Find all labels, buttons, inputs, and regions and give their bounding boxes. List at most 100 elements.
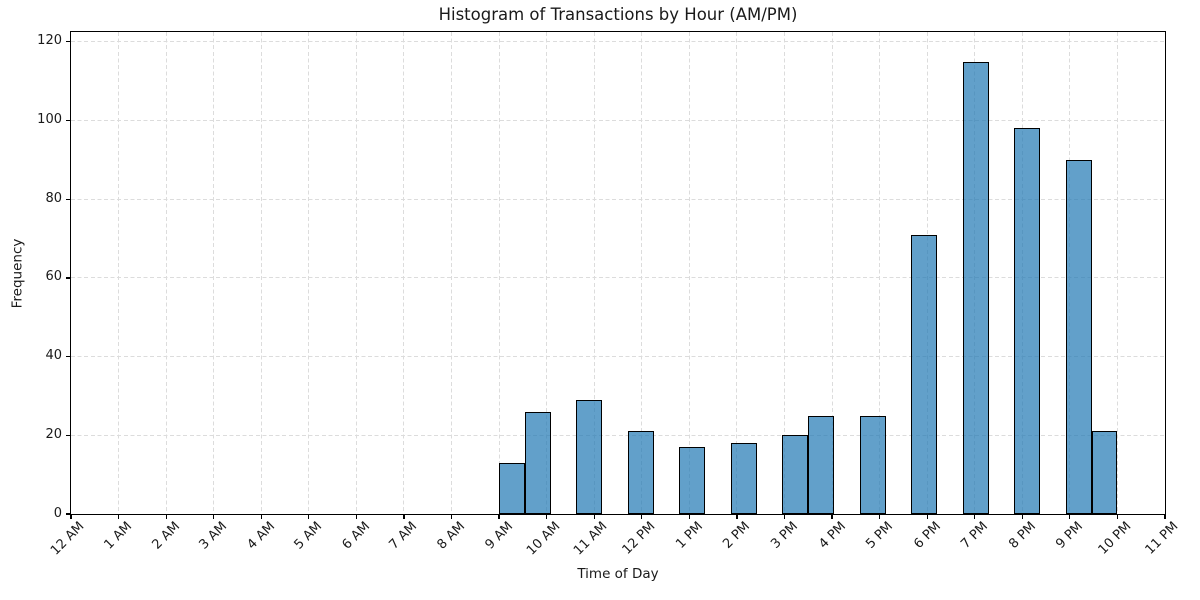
x-tick-label-text: 2 PM <box>720 519 754 552</box>
x-tick-label-text: 5 PM <box>863 519 897 552</box>
x-axis-label: Time of Day <box>577 566 659 582</box>
gridline-horizontal <box>71 120 1165 122</box>
x-tick-mark <box>736 514 738 519</box>
gridline-horizontal <box>71 198 1165 200</box>
x-tick-label-text: 5 AM <box>291 519 326 553</box>
histogram-bar <box>524 411 551 514</box>
x-tick-mark <box>1116 514 1119 519</box>
x-tick-label-text: 12 AM <box>48 519 88 559</box>
x-tick-mark <box>355 514 357 519</box>
gridline-vertical <box>593 32 595 514</box>
x-tick-mark <box>879 514 881 519</box>
histogram-bar <box>808 415 834 514</box>
x-tick-mark <box>70 514 72 519</box>
histogram-bar <box>730 443 757 514</box>
x-tick-label-text: 10 AM <box>523 519 564 559</box>
gridline-vertical <box>355 32 357 514</box>
gridline-vertical <box>641 32 643 514</box>
x-tick-label-text: 9 PM <box>1053 519 1087 552</box>
gridline-horizontal <box>71 356 1165 358</box>
histogram-bar <box>1065 159 1092 514</box>
x-tick-label-text: 8 AM <box>434 519 469 553</box>
y-tick-label: 0 <box>53 505 62 521</box>
gridline-vertical <box>260 32 262 514</box>
x-tick-mark <box>974 514 976 519</box>
gridline-vertical <box>165 32 167 514</box>
y-tick-label: 20 <box>45 426 62 442</box>
x-tick-mark <box>1164 514 1166 519</box>
gridline-vertical <box>1116 32 1118 514</box>
x-tick-label-text: 11 PM <box>1142 519 1182 558</box>
gridline-vertical <box>736 32 738 514</box>
histogram-bar <box>782 435 809 514</box>
y-tick-mark <box>66 41 70 43</box>
histogram-bar <box>499 462 525 514</box>
y-tick-label: 100 <box>37 112 62 128</box>
x-tick-mark <box>593 514 595 519</box>
x-tick-label-text: 7 PM <box>958 519 992 552</box>
y-tick-label: 60 <box>45 269 62 285</box>
x-tick-label-text: 7 AM <box>386 519 421 553</box>
x-tick-label-text: 6 AM <box>339 519 373 553</box>
histogram-bar <box>1091 431 1118 514</box>
x-tick-label-text: 6 PM <box>910 519 944 552</box>
x-tick-label-text: 10 PM <box>1095 519 1135 558</box>
y-tick-mark <box>66 277 70 279</box>
y-tick-mark <box>66 119 70 122</box>
x-tick-label-text: 3 PM <box>768 519 802 552</box>
y-tick-mark <box>66 434 70 436</box>
gridline-vertical <box>783 32 785 514</box>
x-tick-label-text: 4 AM <box>244 519 278 553</box>
gridline-vertical <box>498 32 500 514</box>
gridline-vertical <box>213 32 215 514</box>
x-tick-mark <box>498 514 500 519</box>
x-tick-mark <box>165 514 167 519</box>
x-tick-label-text: 12 PM <box>619 519 659 558</box>
gridline-vertical <box>308 32 310 514</box>
x-tick-mark <box>926 514 928 519</box>
x-tick-mark <box>260 514 262 519</box>
x-tick-mark <box>308 514 310 519</box>
histogram-bar <box>962 61 989 514</box>
x-tick-mark <box>117 514 120 519</box>
x-tick-label-text: 11 AM <box>571 519 611 559</box>
y-tick-mark <box>66 356 70 358</box>
x-tick-label-text: 1 AM <box>101 519 136 553</box>
gridline-vertical <box>546 32 548 514</box>
gridline-horizontal <box>71 41 1165 43</box>
y-tick-label: 40 <box>45 348 62 364</box>
x-tick-mark <box>213 514 215 519</box>
gridline-vertical <box>451 32 453 514</box>
chart-title: Histogram of Transactions by Hour (AM/PM… <box>438 5 798 24</box>
gridline-vertical <box>403 32 405 514</box>
gridline-vertical <box>879 32 881 514</box>
x-tick-mark <box>403 514 405 519</box>
gridline-vertical <box>688 32 690 514</box>
histogram-bar <box>627 431 654 514</box>
x-tick-label-text: 9 AM <box>482 519 516 553</box>
x-tick-mark <box>641 514 643 519</box>
x-tick-label-text: 4 PM <box>815 519 849 552</box>
x-tick-mark <box>450 514 453 519</box>
histogram-bar <box>1014 128 1041 514</box>
axes-spines <box>70 31 1166 515</box>
gridline-horizontal <box>71 434 1165 436</box>
histogram-bar <box>576 399 603 514</box>
gridline-vertical <box>831 32 833 514</box>
histogram-bar <box>679 447 706 514</box>
histogram-bar <box>859 415 886 514</box>
gridline-horizontal <box>71 277 1165 279</box>
y-tick-mark <box>66 198 70 200</box>
x-tick-mark <box>546 514 548 519</box>
x-tick-label-text: 8 PM <box>1006 519 1039 552</box>
x-tick-mark <box>1021 514 1023 519</box>
histogram-bar <box>911 234 938 514</box>
gridline-vertical <box>118 32 120 514</box>
x-tick-label-text: 2 AM <box>149 519 183 553</box>
x-tick-mark <box>831 514 833 519</box>
x-tick-label-text: 3 AM <box>196 519 231 553</box>
y-tick-label: 80 <box>45 190 62 206</box>
y-tick-mark <box>66 513 70 515</box>
x-tick-mark <box>1069 514 1071 519</box>
